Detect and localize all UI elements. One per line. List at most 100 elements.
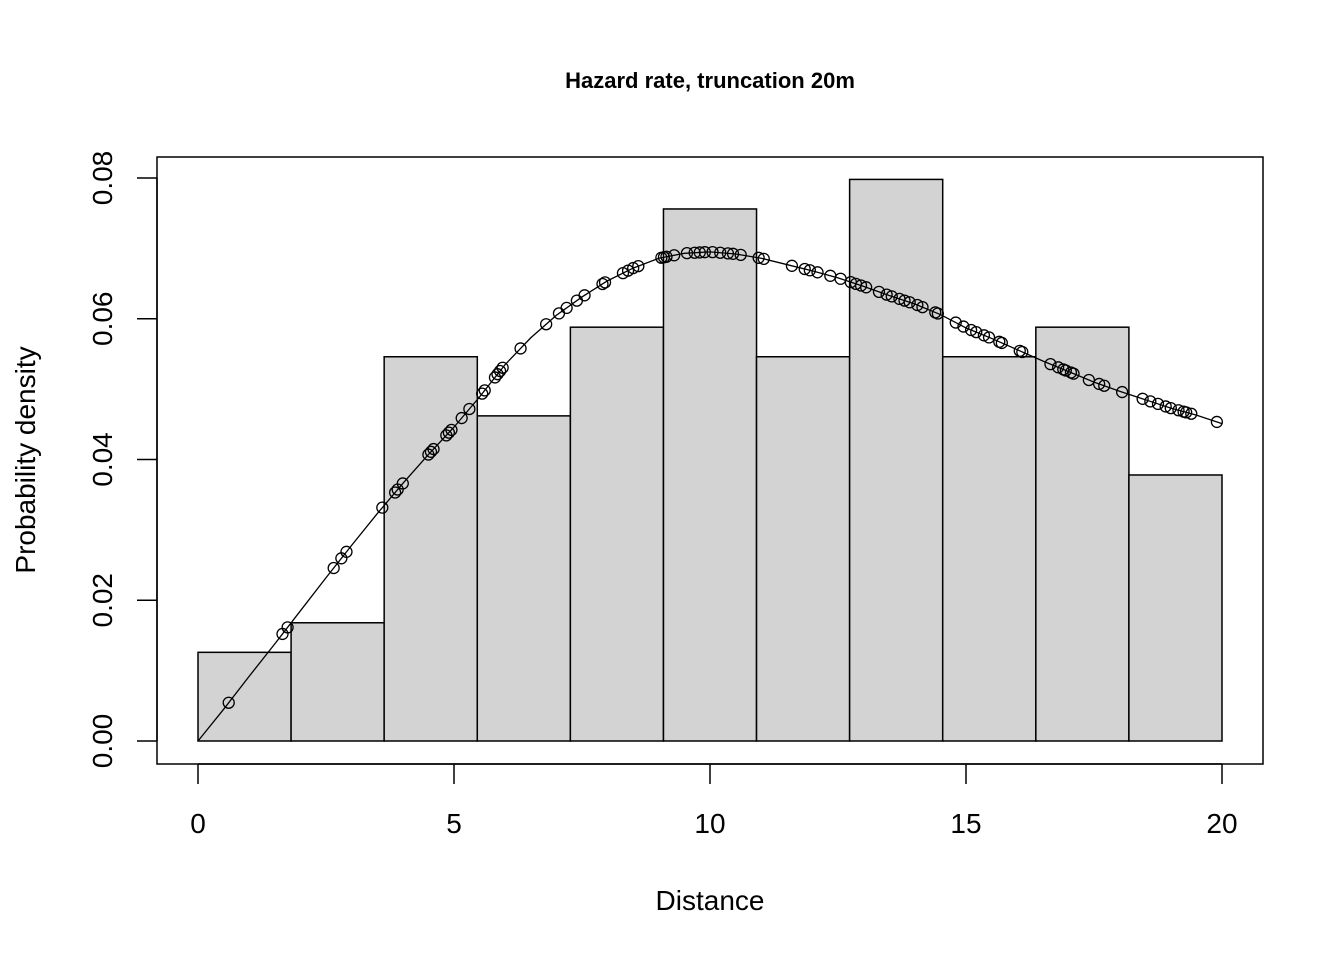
observation-point [982,331,996,344]
observation-point [598,276,612,289]
observation-point [757,252,770,266]
observation-point [540,318,553,331]
observation-point [445,423,458,437]
observation-point [478,384,491,397]
observation-point [340,545,353,558]
x-axis: 0 5 10 15 20 [190,763,1238,839]
observation-point [752,251,765,264]
histogram-bar [848,178,944,742]
observation-point [632,259,645,273]
observation-point [706,245,719,259]
observation-point [1144,395,1157,408]
observation-point [476,387,489,400]
histogram-bars [197,178,1223,742]
y-tick-label: 0.00 [87,714,118,769]
observation-point [1098,379,1111,392]
observation-point [903,296,916,309]
observation-points [222,245,1224,709]
observation-point [949,316,962,329]
observation-point [493,364,507,378]
y-tick-label: 0.06 [87,292,118,347]
observation-point [1092,377,1106,391]
observation-point [872,285,886,299]
observation-point [1172,404,1185,417]
observation-point [427,442,440,456]
observation-point [442,426,456,439]
histogram-bar [755,356,851,742]
observation-point [1136,392,1149,405]
histogram-bar [1128,474,1223,742]
observation-point [957,320,970,333]
y-axis-label: Probability density [10,346,41,573]
observation-point [798,262,811,276]
observation-point [660,250,673,263]
observation-point [281,621,294,634]
observation-point [1185,407,1198,420]
histogram-bar [290,622,385,742]
observation-point [596,277,609,291]
histogram-bar [383,356,479,742]
observation-point [1164,401,1177,415]
observation-point [463,402,476,416]
observation-point [560,301,573,315]
histogram-bar [569,326,665,742]
y-tick-label: 0.02 [87,573,118,628]
observation-point [970,325,983,339]
x-tick-label: 0 [190,808,206,839]
observation-point [811,266,824,279]
observation-point [1067,367,1080,380]
observation-point [995,336,1008,350]
observation-point [898,294,911,307]
observation-point [627,261,640,275]
observation-point [1151,397,1165,411]
observation-point [1159,400,1172,413]
observation-point [916,300,929,314]
observation-point [734,248,747,261]
observation-point [1044,357,1057,371]
observation-point [455,411,468,425]
y-axis: 0.00 0.02 0.04 0.06 0.08 [87,151,158,769]
observation-point [1116,385,1129,399]
observation-point [931,307,944,320]
observation-point [880,288,893,301]
x-tick-label: 10 [694,808,725,839]
histogram-bar [476,415,572,742]
chart-title: Hazard rate, truncation 20m [565,68,855,93]
histogram-bar [941,356,1037,742]
observation-point [854,279,868,292]
observation-point [424,445,438,458]
observation-point [785,259,799,272]
observation-point [668,249,681,262]
x-tick-label: 20 [1206,808,1237,839]
observation-point [698,246,712,259]
observation-point [721,247,735,260]
observation-point [1210,415,1224,429]
observation-point [514,342,527,355]
observation-point [396,477,409,490]
observation-point [1180,406,1193,419]
observation-point [680,247,694,260]
observation-point [714,246,727,259]
observation-point [496,361,509,374]
observation-point [688,246,701,259]
x-axis-label: Distance [656,885,765,916]
observation-point [1082,373,1096,387]
observation-point [803,264,816,277]
observation-point [885,290,898,303]
observation-point [578,289,591,302]
y-tick-label: 0.08 [87,151,118,206]
y-tick-label: 0.04 [87,432,118,487]
histogram-bar [197,651,292,742]
x-tick-label: 15 [950,808,981,839]
histogram-bar [1035,326,1130,742]
x-tick-label: 5 [446,808,462,839]
observation-point [327,561,340,575]
observation-point [222,696,235,709]
histogram-bar [662,208,758,742]
observation-point [726,247,740,260]
observation-point [860,281,873,294]
observation-point [376,501,389,514]
observation-point [1016,345,1029,359]
